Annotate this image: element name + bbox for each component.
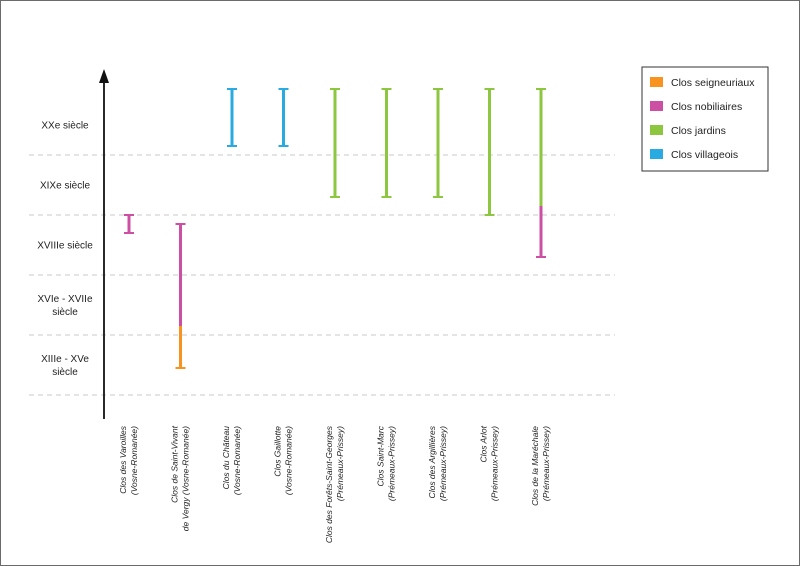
category-label-line: Clos des Argillières	[427, 425, 437, 498]
legend-swatch-villageois	[650, 149, 663, 159]
category-label-line: Clos de Saint-Vivant	[170, 425, 180, 502]
category-label-line: de Vergy (Vosne-Romanée)	[181, 426, 191, 531]
category-label: Clos des Varoilles (Vosne-Romanée)	[118, 425, 139, 495]
legend-label-jardins: Clos jardins	[671, 125, 726, 137]
category-label-line: Clos des Forêts-Saint-Georges	[324, 425, 334, 543]
y-axis-arrow	[99, 69, 109, 83]
category-label-line: Clos des Varoilles	[118, 425, 128, 493]
category-label-line: (Prémeaux-Prissey)	[387, 426, 397, 501]
category-label-line: Clos Saint-Marc	[376, 425, 386, 486]
legend-swatch-seigneuriaux	[650, 77, 663, 87]
legend-label-seigneuriaux: Clos seigneuriaux	[671, 77, 755, 89]
category-label-line: (Prémeaux-Prissey)	[490, 426, 500, 501]
category-label-line: Clos Arlot	[479, 425, 489, 462]
y-tick-label: XIXe siècle	[40, 181, 90, 192]
category-label-line: (Prémeaux-Prissey)	[541, 426, 551, 501]
category-label-line: Clos Gaillotte	[273, 426, 283, 477]
category-label: Clos des Forêts-Saint-Georges (Prémeaux-P…	[324, 425, 345, 543]
y-tick-label: XIIIe - XVe	[41, 354, 89, 365]
category-label-line: (Vosne-Romanée)	[232, 426, 242, 495]
category-label-line: (Prémeaux-Prissey)	[335, 426, 345, 501]
category-label: Clos Gaillotte (Vosne-Romanée)	[273, 426, 294, 495]
category-label: Clos de la Maréchale (Prémeaux-Prissey)	[530, 426, 551, 506]
legend-label-nobiliaires: Clos nobiliaires	[671, 101, 742, 113]
y-tick-label: XVIIIe siècle	[37, 241, 93, 252]
category-label: Clos Arlot (Prémeaux-Prissey)	[479, 425, 500, 501]
legend-swatch-nobiliaires	[650, 101, 663, 111]
category-label: Clos du Château (Vosne-Romanée)	[221, 426, 242, 495]
legend-swatch-jardins	[650, 125, 663, 135]
category-label: Clos des Argillières (Prémeaux-Prissey)	[427, 425, 448, 501]
category-label-line: Clos de la Maréchale	[530, 426, 540, 506]
y-tick-label: XVIe - XVIIe	[37, 294, 92, 305]
category-label: Clos Saint-Marc (Prémeaux-Prissey)	[376, 425, 397, 501]
y-tick-label: siècle	[52, 307, 78, 318]
y-tick-label: XXe siècle	[41, 121, 89, 132]
legend-label-villageois: Clos villageois	[671, 149, 738, 161]
category-label: Clos de Saint-Vivant de Vergy (Vosne-Roma…	[170, 425, 191, 531]
category-label-line: (Vosne-Romanée)	[129, 426, 139, 495]
category-label-line: (Vosne-Romanée)	[284, 426, 294, 495]
y-tick-label: siècle	[52, 367, 78, 378]
category-label-line: Clos du Château	[221, 426, 231, 490]
category-label-line: (Prémeaux-Prissey)	[438, 426, 448, 501]
